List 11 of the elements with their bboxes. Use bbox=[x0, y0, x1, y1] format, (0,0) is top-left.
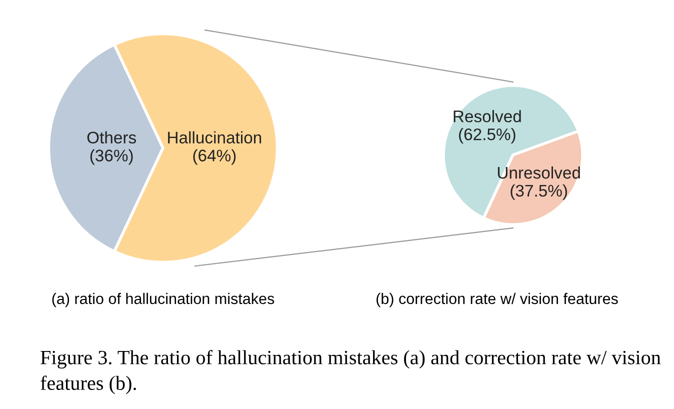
caption: Figure 3. The ratio of hallucination mistakes (a) and correction rate w/ vision features (b). bbox=[40, 350, 661, 394]
slice-label: Resolved bbox=[454, 110, 521, 122]
slice-label: Others bbox=[87, 131, 136, 144]
text: (b) correction rate w/ vision features bbox=[376, 292, 618, 308]
data-label: (64%) bbox=[193, 149, 236, 165]
data-label: (36%) bbox=[90, 149, 133, 165]
data-label: (37.5%) bbox=[510, 184, 567, 200]
data-label: (62.5%) bbox=[459, 128, 516, 144]
text: (a) ratio of hallucination mistakes bbox=[52, 292, 274, 308]
slice-label: Hallucination bbox=[168, 131, 262, 144]
slice-label: Unresolved bbox=[498, 166, 580, 179]
